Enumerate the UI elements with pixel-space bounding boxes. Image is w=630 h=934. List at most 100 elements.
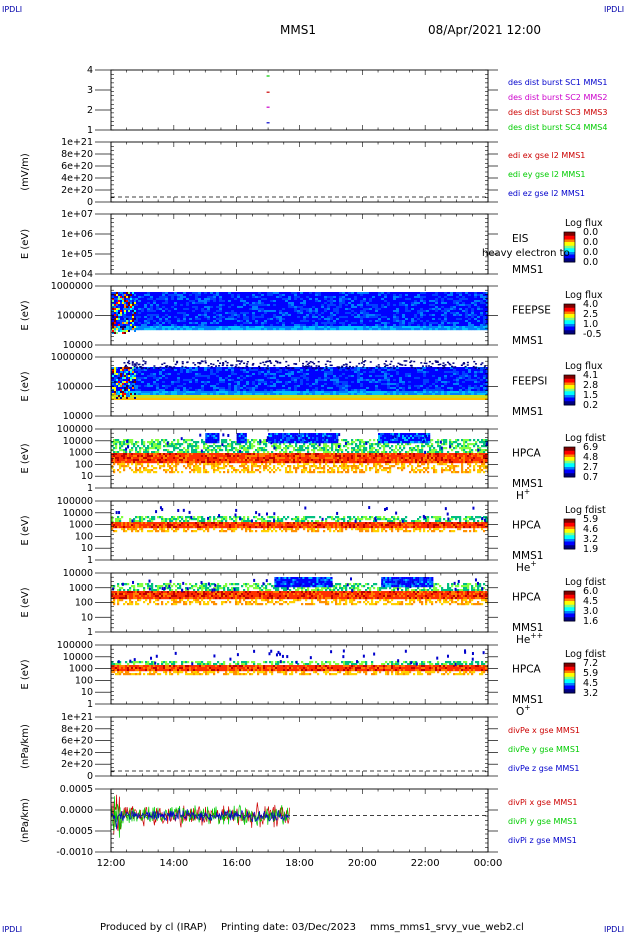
heatmap-cell bbox=[129, 300, 133, 303]
heatmap-cell bbox=[150, 373, 154, 376]
heatmap-cell bbox=[168, 328, 172, 331]
heatmap-cell bbox=[165, 373, 169, 376]
heatmap-cell bbox=[372, 383, 376, 386]
heatmap-cell bbox=[441, 304, 445, 307]
heatmap-cell bbox=[303, 300, 307, 303]
heatmap-cell bbox=[381, 369, 385, 372]
heatmap-cell bbox=[432, 369, 436, 372]
heatmap-cell bbox=[276, 324, 280, 327]
heatmap-cell bbox=[465, 326, 469, 329]
heatmap-cell bbox=[246, 316, 250, 319]
heatmap-cell bbox=[213, 369, 217, 372]
heatmap-cell bbox=[147, 300, 151, 303]
heatmap-cell bbox=[165, 292, 169, 295]
heatmap-cell bbox=[462, 389, 466, 392]
heatmap-cell bbox=[273, 322, 277, 325]
heatmap-cell bbox=[249, 371, 253, 374]
heatmap-cell bbox=[243, 318, 247, 321]
heatmap-cell bbox=[333, 328, 337, 331]
heatmap-cell bbox=[411, 322, 415, 325]
heatmap-cell bbox=[303, 314, 307, 317]
heatmap-noise bbox=[276, 360, 279, 363]
heatmap-cell bbox=[459, 326, 463, 329]
heatmap-cell bbox=[291, 328, 295, 331]
heatmap-cell bbox=[234, 292, 238, 295]
heatmap-cell bbox=[132, 379, 136, 382]
heatmap-cell bbox=[486, 316, 488, 319]
heatmap-cell bbox=[186, 306, 190, 309]
heatmap-noise bbox=[197, 365, 200, 368]
heatmap-cell bbox=[228, 385, 232, 388]
heatmap-cell bbox=[303, 308, 307, 311]
heatmap-cell bbox=[378, 391, 382, 394]
heatmap-burst bbox=[128, 310, 130, 312]
heatmap-cell bbox=[147, 316, 151, 319]
heatmap-cell bbox=[294, 304, 298, 307]
heatmap-cell bbox=[324, 393, 328, 396]
heatmap-noise bbox=[163, 362, 166, 365]
heatmap-cell bbox=[399, 300, 403, 303]
heatmap-cell bbox=[369, 304, 373, 307]
heatmap-cell bbox=[270, 296, 274, 299]
heatmap-cell bbox=[204, 294, 208, 297]
heatmap-cell bbox=[261, 320, 265, 323]
heatmap-cell bbox=[363, 373, 367, 376]
heatmap-cell bbox=[153, 296, 157, 299]
heatmap-cell bbox=[399, 308, 403, 311]
heatmap-cell bbox=[111, 292, 115, 295]
heatmap-cell bbox=[174, 328, 178, 331]
heatmap-cell bbox=[399, 298, 403, 301]
heatmap-burst bbox=[132, 326, 134, 328]
heatmap-cell bbox=[195, 308, 199, 311]
heatmap-cell bbox=[198, 377, 202, 380]
heatmap-cell bbox=[135, 383, 139, 386]
heatmap-cell bbox=[162, 294, 166, 297]
heatmap-cell bbox=[162, 298, 166, 301]
heatmap-cell bbox=[246, 385, 250, 388]
heatmap-cell bbox=[270, 387, 274, 390]
heatmap-cell bbox=[204, 393, 208, 396]
heatmap-cell bbox=[240, 377, 244, 380]
heatmap-cell bbox=[306, 377, 310, 380]
heatmap-cell bbox=[429, 391, 433, 394]
heatmap-cell bbox=[198, 385, 202, 388]
heatmap-cell bbox=[321, 383, 325, 386]
heatmap-cell bbox=[120, 300, 124, 303]
heatmap-cell bbox=[243, 314, 247, 317]
heatmap-cell bbox=[297, 324, 301, 327]
heatmap-cell bbox=[291, 371, 295, 374]
heatmap-cell bbox=[252, 298, 256, 301]
heatmap-cell bbox=[144, 308, 148, 311]
heatmap-cell bbox=[210, 389, 214, 392]
heatmap-cell bbox=[336, 294, 340, 297]
heatmap-burst bbox=[122, 330, 124, 332]
heatmap-cell bbox=[474, 322, 478, 325]
heatmap-cell bbox=[405, 391, 409, 394]
heatmap-cell bbox=[465, 296, 469, 299]
heatmap-cell bbox=[162, 320, 166, 323]
heatmap-cell bbox=[213, 387, 217, 390]
heatmap-burst bbox=[126, 300, 128, 302]
heatmap-cell bbox=[411, 369, 415, 372]
heatmap-cell bbox=[375, 377, 379, 380]
heatmap-cell bbox=[258, 369, 262, 372]
heatmap-cell bbox=[357, 383, 361, 386]
colorbar-swatch bbox=[564, 238, 575, 240]
heatmap-cell bbox=[192, 302, 196, 305]
heatmap-cell bbox=[351, 324, 355, 327]
heatmap-cell bbox=[411, 391, 415, 394]
heatmap-cell bbox=[177, 393, 181, 396]
heatmap-cell bbox=[405, 322, 409, 325]
heatmap-cell bbox=[177, 296, 181, 299]
heatmap-cell bbox=[417, 326, 421, 329]
heatmap-cell bbox=[153, 385, 157, 388]
heatmap-cell bbox=[384, 294, 388, 297]
heatmap-noise bbox=[181, 365, 184, 368]
heatmap-cell bbox=[258, 296, 262, 299]
heatmap-noise bbox=[475, 366, 478, 369]
heatmap-cell bbox=[222, 367, 226, 370]
heatmap-cell bbox=[297, 306, 301, 309]
heatmap-cell bbox=[471, 302, 475, 305]
heatmap-cell bbox=[252, 383, 256, 386]
heatmap-cell bbox=[402, 308, 406, 311]
